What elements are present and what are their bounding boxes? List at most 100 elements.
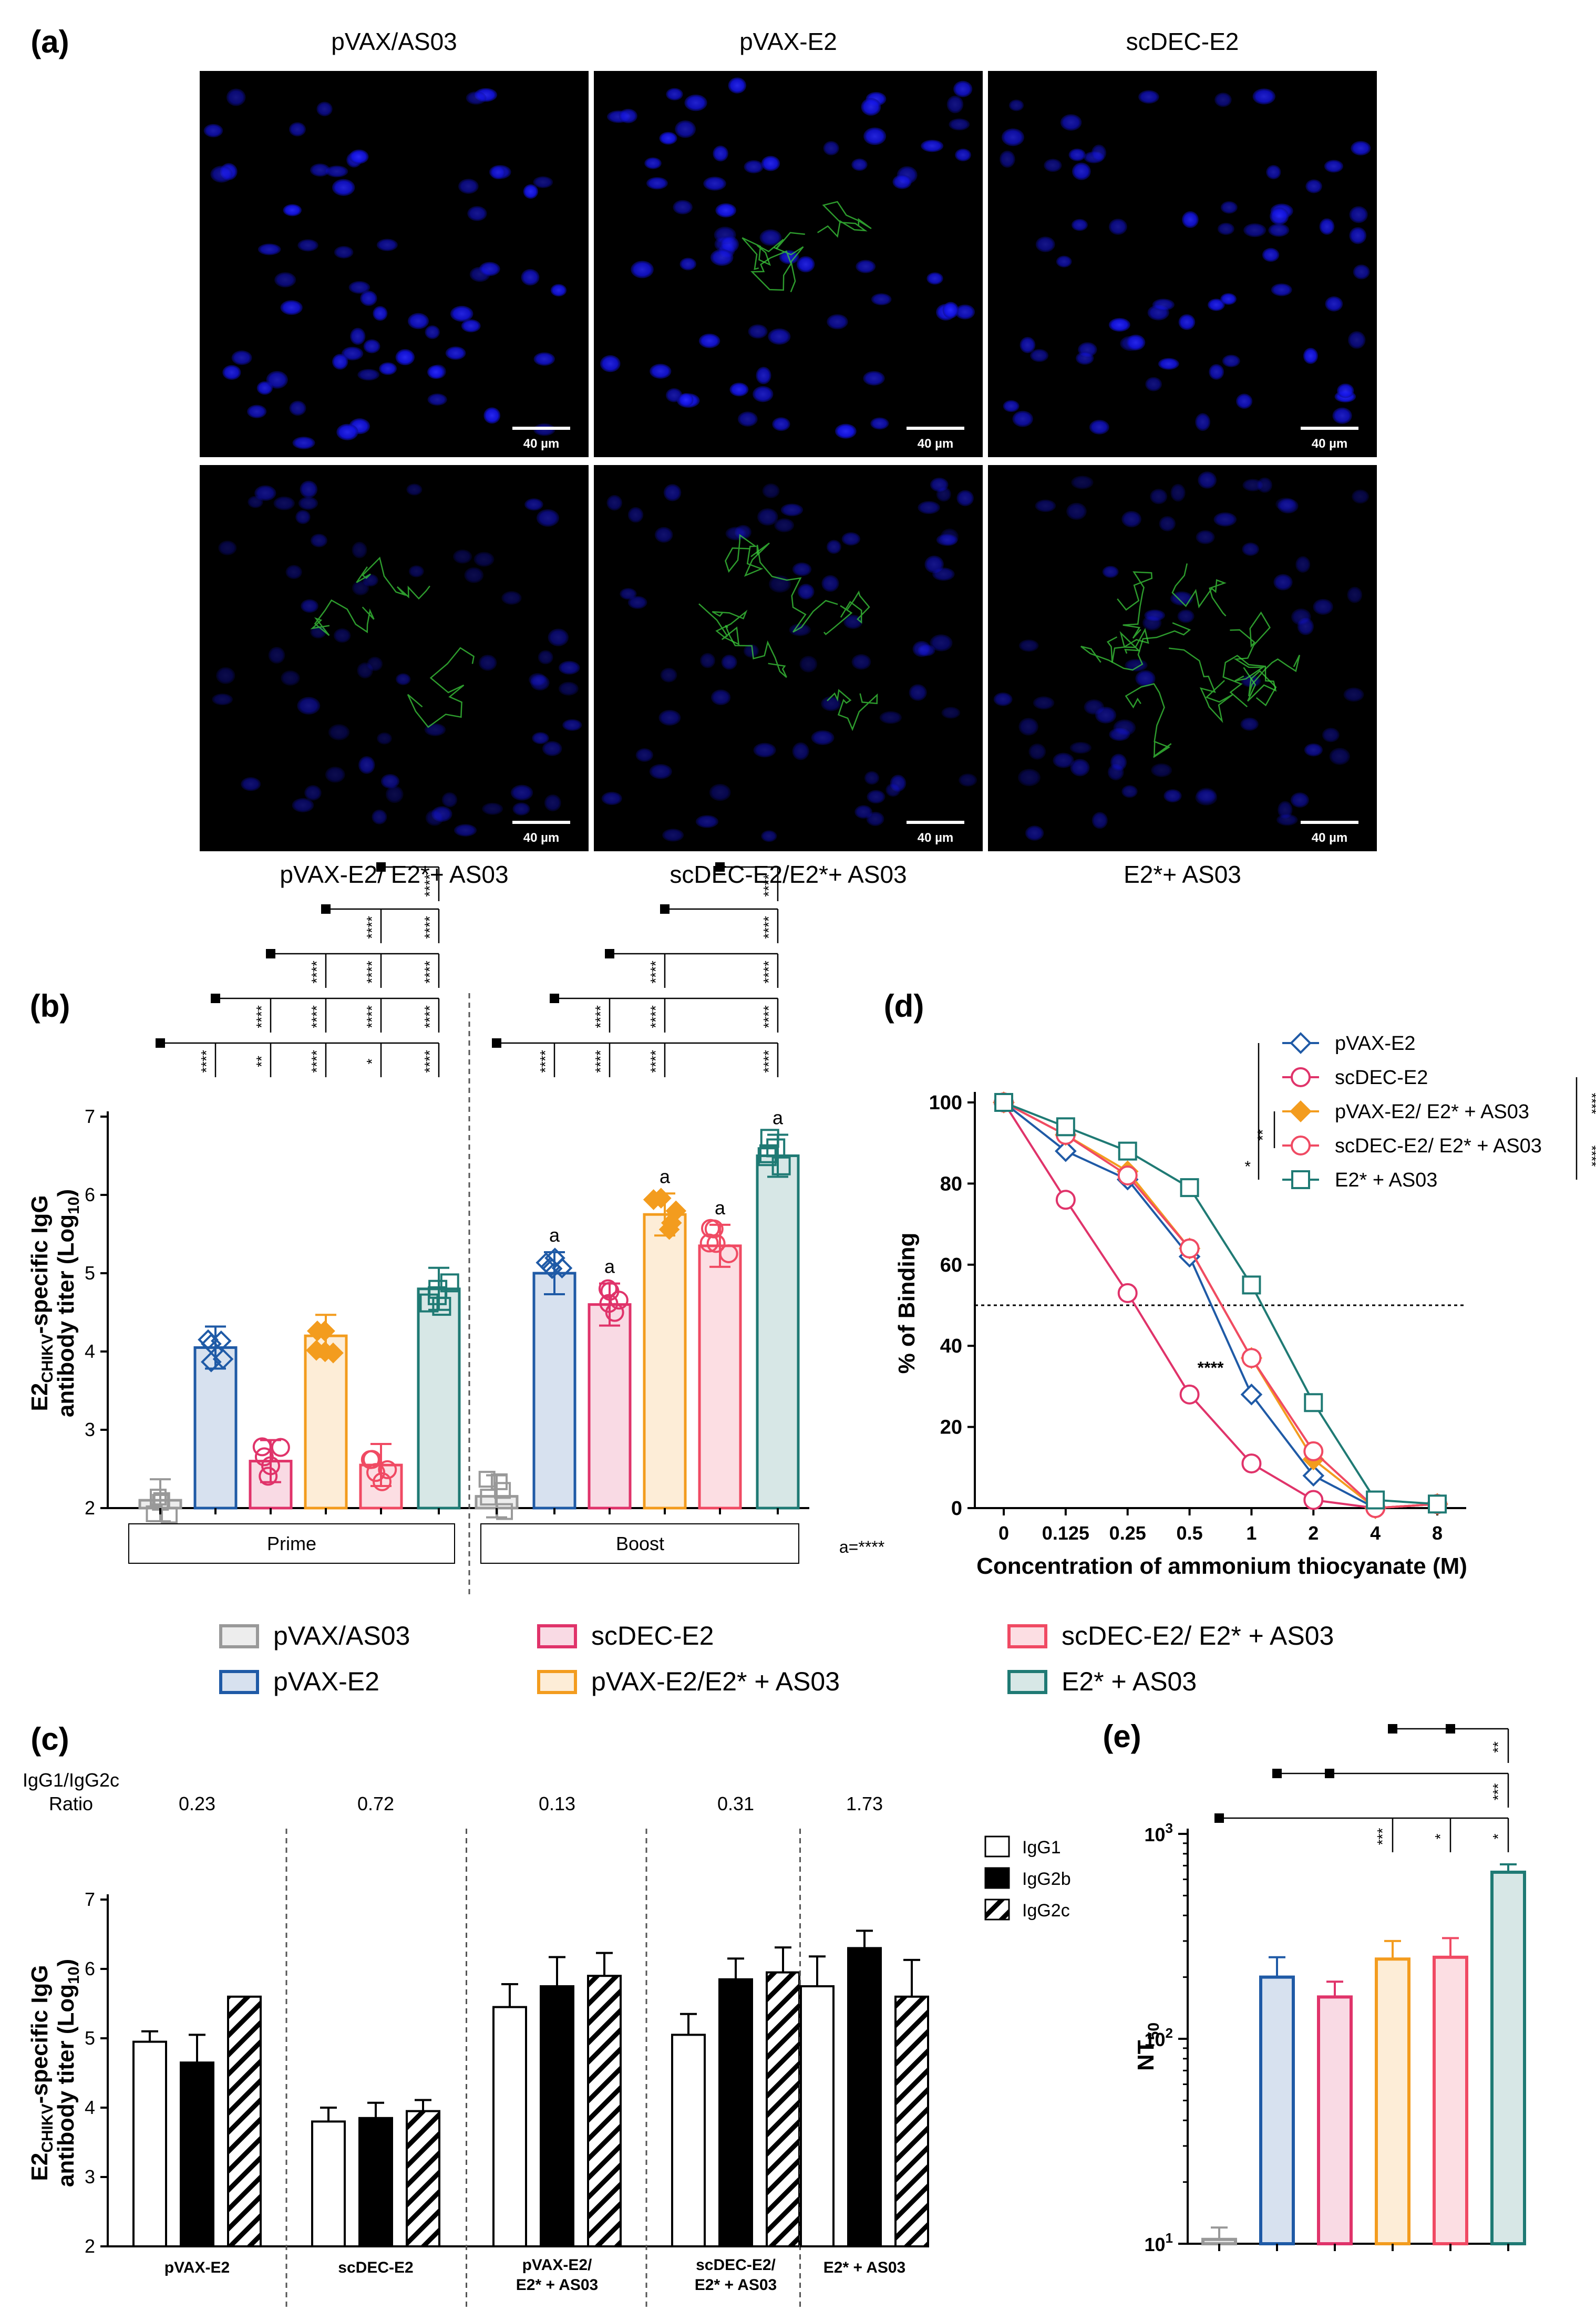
nucleus <box>649 764 672 779</box>
annotation: **** <box>1198 1358 1224 1377</box>
bar-2 <box>1259 1956 1295 2246</box>
nucleus <box>1121 785 1138 798</box>
legend-label: IgG1 <box>1022 1838 1061 1858</box>
nucleus <box>1214 92 1232 107</box>
nucleus <box>1257 477 1273 493</box>
micrograph-title: pVAX-E2/ E2*+ AS03 <box>280 861 508 888</box>
nucleus <box>341 346 364 360</box>
nucleus <box>544 794 561 811</box>
footnote: a=**** <box>839 1538 884 1556</box>
legend-swatch <box>984 1899 1010 1921</box>
bar <box>132 2040 167 2248</box>
significance-star: **** <box>253 1005 270 1028</box>
bar-4 <box>1375 1939 1410 2246</box>
y-axis-label-2: antibody titer (Log10) <box>53 1189 83 1417</box>
legend-swatch <box>537 1624 577 1648</box>
nucleus <box>373 306 388 321</box>
nucleus <box>918 501 940 514</box>
nucleus <box>864 771 880 785</box>
nucleus <box>1089 419 1109 435</box>
scale-bar-label: 40 µm <box>523 831 560 845</box>
nucleus <box>627 507 644 523</box>
legend-label: pVAX-E2 <box>273 1667 379 1696</box>
ratio-value: 1.73 <box>846 1793 883 1814</box>
nucleus <box>454 824 477 837</box>
bar-IgG1-2 <box>311 2107 346 2247</box>
data-point <box>478 1471 496 1488</box>
data-point <box>1304 1393 1323 1412</box>
nucleus <box>675 120 696 138</box>
nucleus <box>866 811 884 827</box>
nucleus <box>953 80 973 97</box>
nucleus <box>258 243 281 255</box>
nucleus <box>955 304 975 319</box>
bar <box>492 2006 527 2248</box>
nucleus <box>1332 407 1352 424</box>
significance-star: * <box>1244 1158 1251 1175</box>
data-point <box>212 1348 234 1370</box>
nucleus <box>711 689 731 706</box>
nucleus <box>332 179 355 196</box>
nucleus <box>863 371 885 386</box>
bar <box>847 1947 882 2247</box>
nucleus <box>1072 162 1091 180</box>
bracket-node <box>1325 1769 1334 1778</box>
y-axis-label: E2CHIKV-specific IgG <box>27 1965 56 2181</box>
data-point <box>1290 1032 1312 1054</box>
nucleus <box>1170 483 1186 502</box>
micrograph-5: 40 µm <box>594 465 983 851</box>
significance-star: **** <box>308 1005 325 1028</box>
e2-signal-strand <box>1106 627 1149 663</box>
group-label: Prime <box>267 1533 316 1554</box>
bar-1 <box>1201 2226 1237 2246</box>
nucleus <box>1222 354 1240 367</box>
nucleus <box>385 786 404 803</box>
ratio-value: 0.31 <box>717 1793 754 1814</box>
nucleus <box>1349 206 1368 223</box>
bar <box>643 1213 687 1510</box>
bar-prime-1 <box>138 1478 182 1524</box>
legend-label: pVAX/AS03 <box>273 1621 410 1650</box>
nucleus <box>280 300 303 315</box>
nucleus <box>1053 752 1074 768</box>
nucleus <box>678 393 694 407</box>
data-point <box>1428 1494 1447 1514</box>
data-point <box>1291 1170 1310 1189</box>
significance-star: **** <box>421 874 438 897</box>
nucleus <box>679 257 697 271</box>
nucleus <box>780 503 804 517</box>
nucleus <box>532 732 549 745</box>
nucleus <box>310 625 327 639</box>
panel-label-d: (d) <box>884 988 924 1024</box>
data-point <box>440 1273 459 1293</box>
nucleus <box>715 203 737 218</box>
nucleus <box>490 166 506 180</box>
nucleus <box>1017 768 1041 787</box>
x-tick-label: 2 <box>1308 1522 1319 1544</box>
e2-signal-strand <box>827 689 878 731</box>
significance-star: **** <box>760 1050 777 1073</box>
nucleus <box>536 509 560 527</box>
x-tick-label: 0.5 <box>1177 1522 1203 1544</box>
nucleus <box>673 200 693 214</box>
scale-bar-label: 40 µm <box>1312 437 1348 451</box>
nucleus <box>1236 394 1253 409</box>
y-tick-label: 40 <box>940 1335 962 1357</box>
significance-star: **** <box>198 1050 214 1073</box>
nucleus <box>993 692 1013 706</box>
nucleus <box>942 302 959 318</box>
y-tick-label: 102 <box>1144 2025 1173 2050</box>
nucleus <box>955 148 972 161</box>
nucleus <box>1170 591 1193 606</box>
nucleus <box>406 483 423 496</box>
data-point <box>771 1156 791 1175</box>
nucleus <box>478 654 497 671</box>
significance-star: **** <box>760 874 777 897</box>
micrograph-background <box>988 465 1377 851</box>
nucleus <box>1242 542 1259 556</box>
e2-signal-strand <box>407 647 475 728</box>
significance-marker: a <box>604 1256 615 1277</box>
nucleus <box>646 177 668 190</box>
nucleus <box>1110 754 1127 771</box>
x-tick-label: scDEC-E2/ <box>696 2256 776 2274</box>
